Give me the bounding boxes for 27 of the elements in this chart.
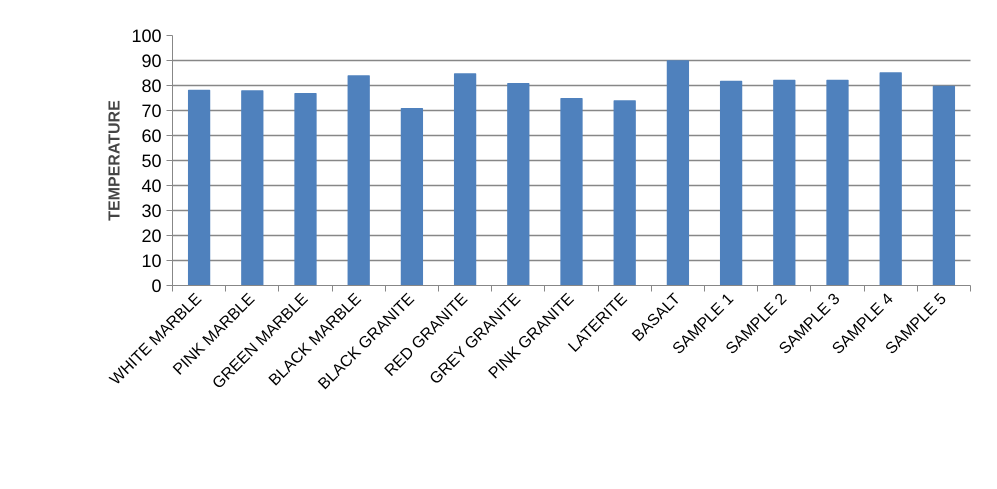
- y-tick-label: 60: [141, 126, 162, 146]
- y-tick-label: 50: [141, 151, 162, 171]
- bar: [560, 98, 583, 286]
- bar: [241, 90, 264, 286]
- y-tick-label: 10: [141, 251, 162, 271]
- y-tick-label: 30: [141, 201, 162, 221]
- y-tick-label: 0: [151, 276, 162, 296]
- bar: [880, 72, 902, 286]
- bar: [720, 80, 742, 286]
- y-tick-label: 70: [141, 101, 162, 121]
- y-tick-label: 20: [141, 226, 162, 246]
- bar: [188, 90, 210, 286]
- y-tick-label: 90: [141, 51, 162, 71]
- bar: [400, 108, 424, 286]
- y-tick-label: 100: [131, 26, 162, 46]
- bar: [826, 80, 849, 286]
- bar: [348, 75, 370, 286]
- bar: [294, 93, 317, 286]
- bar: [614, 100, 636, 286]
- bar: [773, 80, 796, 286]
- y-tick-label: 80: [141, 76, 162, 96]
- y-axis-title: TEMPERATURE: [106, 100, 124, 221]
- bar: [507, 83, 530, 286]
- bar: [932, 86, 956, 286]
- y-tick-label: 40: [141, 176, 162, 196]
- bar: [454, 73, 476, 286]
- bar: [666, 60, 690, 286]
